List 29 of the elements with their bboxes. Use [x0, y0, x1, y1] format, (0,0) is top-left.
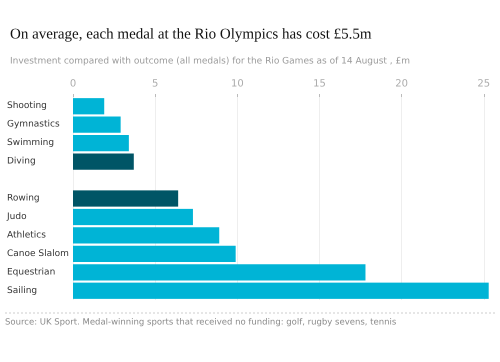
x-tick-label: 15: [313, 78, 326, 90]
y-tick-label: Shooting: [7, 101, 47, 112]
bar: [73, 190, 178, 207]
x-tick-label: 10: [230, 78, 244, 90]
bar: [73, 135, 129, 152]
x-tick-label: 20: [395, 78, 408, 90]
x-tick-label: 5: [152, 78, 158, 90]
chart-subtitle: Investment compared with outcome (all medals) for the Rio Games as of 14 August , £m: [10, 56, 410, 66]
bar: [73, 153, 134, 170]
chart-title: On average, each medal at the Rio Olympics has cost £5.5m: [10, 26, 372, 42]
bar: [73, 282, 489, 299]
y-tick-label: Sailing: [7, 286, 38, 296]
y-tick-label: Equestrian: [7, 267, 56, 278]
y-tick-label: Canoe Slalom: [7, 248, 69, 259]
bar: [73, 227, 220, 244]
y-tick-label: Diving: [7, 156, 36, 167]
bar: [73, 208, 193, 226]
x-tick-label: 25: [477, 78, 490, 90]
bar: [73, 246, 236, 262]
y-tick-label: Athletics: [7, 230, 46, 240]
bar: [73, 116, 121, 133]
bar: [73, 264, 366, 280]
y-tick-label: Swimming: [7, 138, 54, 148]
y-tick-label: Gymnastics: [7, 120, 60, 130]
source-note: Source: UK Sport. Medal-winning sports that received no funding: golf, rugby sevens, tennis: [5, 318, 397, 328]
x-tick-label: 0: [70, 78, 76, 90]
y-tick-label: Judo: [6, 212, 28, 222]
bar: [73, 98, 104, 114]
y-tick-label: Rowing: [7, 194, 40, 204]
